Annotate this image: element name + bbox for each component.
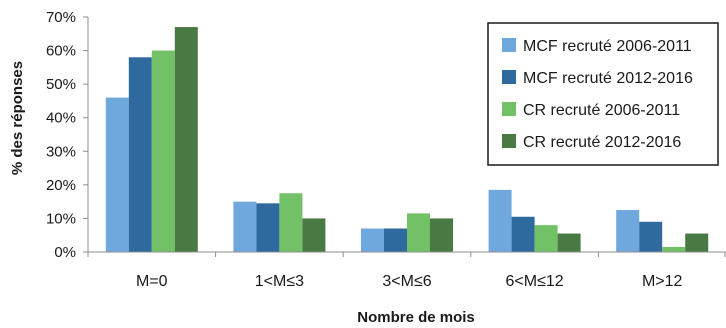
x-axis-title: Nombre de mois: [357, 309, 475, 326]
legend-label: MCF recruté 2006-2011: [523, 38, 692, 55]
x-category-label: 3<M≤6: [382, 273, 431, 290]
y-tick-label: 30%: [46, 143, 76, 160]
bar-series-3-3: [407, 213, 430, 252]
bar-series-4-2: [302, 218, 326, 252]
y-tick-label: 40%: [46, 110, 76, 127]
y-tick-label: 60%: [46, 43, 76, 60]
bar-series-1-1: [105, 97, 129, 252]
bar-series-3-2: [279, 193, 303, 252]
legend: MCF recruté 2006-2011 MCF recruté 2012-20…: [487, 22, 719, 166]
bar-series-3-5: [662, 246, 686, 252]
bars: [105, 27, 709, 253]
y-axis-title: % des réponses: [9, 61, 26, 175]
bar-series-2-3: [384, 228, 407, 252]
x-category-label: M=0: [136, 273, 168, 290]
y-tick-label: 10%: [46, 210, 76, 227]
legend-label: MCF recruté 2012-2016: [523, 70, 693, 87]
bar-series-4-4: [557, 233, 581, 252]
x-category-label: M>12: [642, 273, 683, 290]
bar-series-4-1: [174, 27, 198, 253]
bar-series-1-4: [488, 189, 512, 252]
y-tick-label: 50%: [46, 76, 76, 93]
bar-series-4-3: [430, 218, 453, 252]
x-category-label: 1<M≤3: [255, 273, 304, 290]
bar-series-1-3: [361, 228, 384, 252]
bar-series-3-4: [534, 225, 558, 252]
bar-series-2-5: [639, 221, 663, 252]
legend-swatch: [502, 38, 516, 52]
y-tick-label: 70%: [46, 9, 76, 26]
legend-label: CR recruté 2012-2016: [523, 134, 681, 151]
x-category-label: 6<M≤12: [506, 273, 564, 290]
bar-series-4-5: [685, 233, 709, 252]
y-tick-label: 20%: [46, 177, 76, 194]
bar-series-1-5: [616, 210, 640, 252]
y-axis-ticks: 0% 10% 20% 30% 40% 50% 60% 70%: [46, 9, 88, 261]
legend-swatch: [502, 102, 516, 116]
bar-series-1-2: [233, 201, 257, 252]
x-axis-ticks: M=0 1<M≤3 3<M≤6 6<M≤12 M>12: [87, 252, 726, 290]
bar-series-3-1: [151, 50, 175, 253]
legend-label: CR recruté 2006-2011: [523, 102, 680, 119]
bar-series-2-2: [256, 203, 280, 252]
bar-series-2-1: [128, 57, 152, 253]
legend-swatch: [502, 134, 516, 148]
legend-box: [487, 22, 719, 166]
legend-swatch: [502, 70, 516, 84]
bar-series-2-4: [511, 216, 535, 252]
y-tick-label: 0%: [54, 244, 76, 261]
